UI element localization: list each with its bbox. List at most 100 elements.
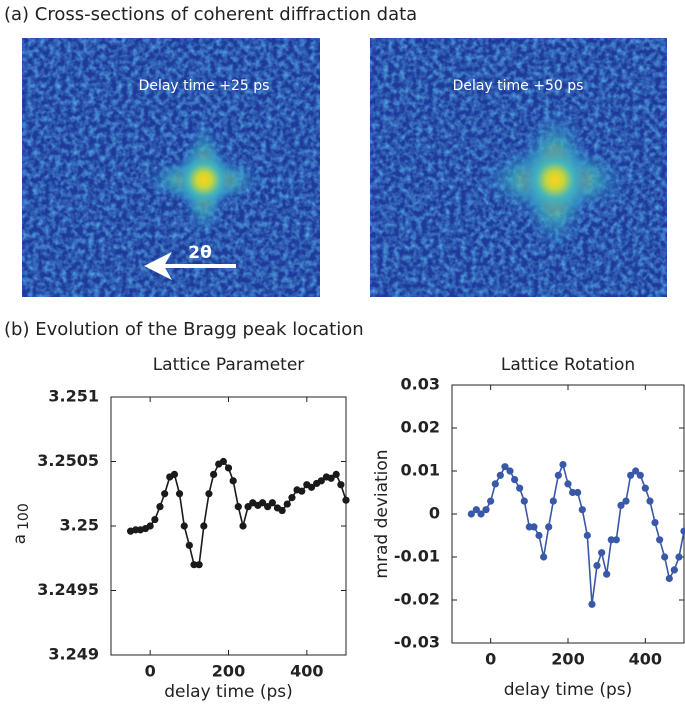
data-point — [583, 531, 591, 540]
arrow-label: 2θ — [188, 243, 212, 263]
data-point — [632, 467, 640, 475]
data-point — [603, 570, 611, 578]
data-point — [161, 490, 169, 498]
data-point — [205, 490, 213, 498]
data-point — [588, 600, 596, 608]
data-point — [641, 484, 649, 492]
series-line — [470, 462, 685, 605]
data-point — [487, 497, 495, 505]
data-point — [564, 480, 572, 488]
data-point — [661, 553, 669, 561]
y-tick-label: -0.02 — [394, 590, 440, 609]
data-point — [342, 496, 350, 504]
x-tick-label: 0 — [485, 650, 496, 669]
data-point — [511, 476, 519, 484]
data-point — [627, 471, 635, 479]
data-point — [190, 561, 198, 569]
data-point — [651, 519, 659, 527]
data-point — [224, 464, 233, 472]
data-point — [491, 480, 499, 488]
data-point — [229, 477, 237, 485]
x-tick-label: 200 — [212, 662, 245, 681]
data-point — [607, 536, 615, 544]
y-tick-label: 3.251 — [48, 387, 99, 406]
data-point — [554, 471, 562, 479]
image-label: Delay time +25 ps — [139, 78, 270, 94]
x-tick-label: 400 — [290, 662, 323, 681]
y-tick-label: -0.03 — [394, 633, 440, 652]
data-point — [675, 553, 683, 561]
data-point — [219, 457, 228, 466]
data-point — [636, 471, 644, 479]
y-tick-label: 3.249 — [48, 645, 99, 664]
data-point — [234, 503, 242, 511]
data-point — [665, 574, 673, 583]
x-tick-label: 200 — [551, 650, 584, 669]
data-point — [258, 499, 267, 507]
data-point — [151, 515, 159, 524]
data-point — [535, 531, 543, 540]
y-axis-label: mrad deviation — [372, 449, 392, 578]
data-point — [467, 510, 475, 518]
data-point — [646, 497, 654, 505]
data-point — [472, 506, 480, 514]
diffraction-image — [370, 38, 667, 297]
data-point — [520, 497, 528, 505]
x-axis-label: delay time (ps) — [504, 680, 633, 700]
data-point — [268, 499, 276, 507]
data-point — [210, 470, 218, 478]
plot-frame — [451, 384, 685, 644]
panel-a-title: (a) Cross-sections of coherent diffracti… — [4, 4, 417, 25]
data-point — [146, 522, 154, 530]
data-point — [180, 522, 188, 530]
data-point — [200, 522, 208, 530]
data-point — [593, 562, 601, 570]
data-point — [496, 471, 504, 479]
data-point — [156, 503, 164, 511]
data-point — [307, 483, 316, 491]
y-axis-label: a — [10, 534, 30, 544]
data-point — [298, 487, 306, 495]
data-point — [317, 477, 325, 485]
y-tick-label: 0.01 — [401, 461, 440, 480]
data-point — [288, 494, 296, 502]
image-label: Delay time +50 ps — [453, 78, 584, 94]
y-tick-label: 0.03 — [401, 375, 440, 394]
data-point — [327, 474, 335, 482]
y-tick-label: 0 — [429, 504, 440, 523]
data-point — [622, 497, 630, 505]
data-point — [569, 488, 577, 497]
y-tick-label: 3.2505 — [37, 451, 99, 470]
data-point — [185, 541, 193, 549]
panel-b-title: (b) Evolution of the Bragg peak location — [4, 319, 364, 340]
x-tick-label: 400 — [629, 650, 662, 669]
data-point — [278, 506, 286, 515]
data-point — [680, 527, 685, 535]
data-point — [530, 523, 538, 531]
data-point — [656, 536, 664, 544]
data-point — [598, 549, 606, 557]
data-point — [170, 470, 179, 478]
data-point — [239, 522, 247, 530]
x-tick-label: 0 — [145, 662, 156, 681]
data-point — [332, 470, 340, 478]
y-axis-label-subscript: 100 — [16, 503, 32, 530]
data-point — [477, 510, 485, 518]
data-point — [617, 501, 625, 509]
y-tick-label: 3.25 — [60, 516, 99, 535]
data-point — [283, 500, 291, 508]
data-point — [337, 481, 345, 489]
x-axis-label: delay time (ps) — [164, 682, 293, 702]
data-point — [516, 484, 524, 492]
data-point — [175, 490, 184, 498]
data-point — [574, 488, 582, 497]
y-tick-label: 0.02 — [401, 418, 440, 437]
data-point — [670, 566, 678, 574]
data-point — [506, 467, 514, 475]
chart-title: Lattice Rotation — [501, 355, 635, 375]
data-point — [545, 523, 553, 531]
data-point — [549, 497, 557, 505]
data-point — [501, 463, 509, 471]
diffraction-image — [22, 38, 320, 297]
y-tick-label: 3.2495 — [37, 580, 99, 599]
